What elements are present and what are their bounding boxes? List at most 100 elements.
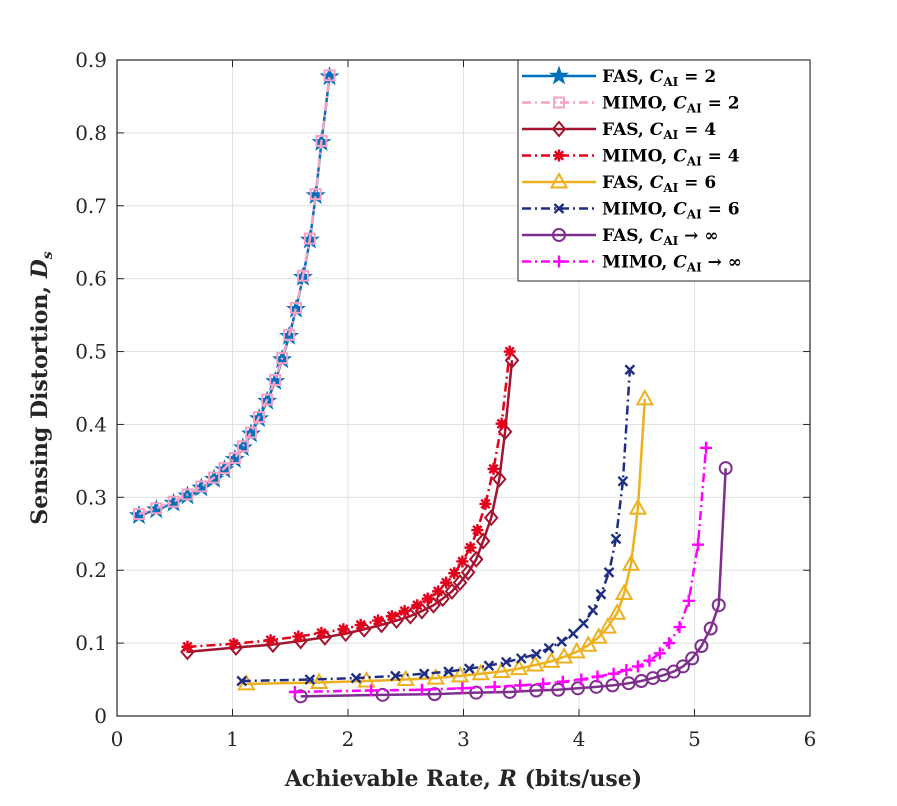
data-point [509,658,529,676]
data-point [537,677,550,690]
data-point [261,393,274,406]
legend-label-prefix: MIMO, [602,147,673,167]
data-point [603,567,615,578]
data-point [236,440,249,453]
data-point [587,604,599,616]
data-point [479,497,492,510]
series-7 [293,461,733,704]
data-point [411,599,424,612]
data-point [432,585,445,598]
series-line [138,76,331,517]
y-tick-label: 0.5 [75,340,107,364]
legend-label: FAS, CAI = 2 [602,67,716,89]
data-point [530,648,542,660]
y-tick-label: 0.9 [75,48,107,72]
data-point [390,670,401,682]
legend-label-math: C [650,173,664,193]
series-line [138,75,331,516]
data-point [631,660,644,673]
legend-marker [553,149,565,162]
data-point [236,675,248,687]
x-axis-title-math: R [498,766,517,792]
data-point [460,563,476,581]
legend-label-suffix: = 4 [702,147,740,167]
data-point [426,596,441,614]
data-point [703,621,718,636]
y-axis-title-text: Sensing Distortion, [27,278,53,524]
legend-marker [553,96,565,109]
data-point [551,682,566,697]
legend-label-math: C [650,226,664,246]
y-axis-title-math: D [27,259,53,279]
data-point [635,388,655,406]
data-point [579,635,598,652]
x-tick-label: 2 [342,727,355,751]
data-point [208,471,221,484]
data-point [443,666,454,677]
data-point [487,462,500,475]
data-point [456,555,469,568]
data-point [456,682,469,695]
legend-label-suffix: = 2 [702,94,740,114]
series-line [187,351,511,649]
data-point [591,670,604,683]
data-point [621,676,636,691]
data-point [643,654,656,667]
legend-label-sub: AI [686,208,702,222]
data-point [398,605,411,618]
legend-label-suffix: = 2 [678,67,716,87]
data-point [503,345,516,358]
legend-label-math: C [673,147,687,167]
data-point [464,541,477,554]
legend-label-math: C [673,94,687,114]
data-point [483,660,495,672]
series-6 [236,364,636,687]
data-point [315,626,328,639]
data-point [309,672,329,689]
data-point [595,588,607,600]
data-point [303,232,316,245]
legend-marker [549,171,569,189]
legend-label-prefix: FAS, [602,226,650,246]
legend-label-prefix: FAS, [602,173,650,193]
data-point [181,640,194,653]
data-point [337,623,350,636]
data-point [607,667,620,680]
legend-label: MIMO, CAI → ∞ [602,253,742,275]
data-point [711,598,726,613]
series-line [300,468,727,698]
data-point [421,592,434,605]
data-point [264,634,277,647]
legend-label-suffix: → ∞ [702,253,742,273]
y-axis-title-sub: s [40,251,56,259]
legend-marker [553,203,565,214]
y-tick-label: 0.6 [75,267,107,291]
legend-label-suffix: = 6 [702,200,740,220]
data-point [469,685,484,700]
data-point [694,639,709,654]
data-point [491,470,507,488]
data-point [418,668,430,680]
legend-label-sub: AI [662,181,678,195]
data-point [452,574,468,592]
legend-label: MIMO, CAI = 6 [602,200,740,222]
legend-label-suffix: = 4 [678,120,716,140]
x-tick-label: 5 [688,727,701,751]
data-point [578,618,589,629]
legend-entry: MIMO, CAI = 6 [522,200,740,222]
data-point [607,603,627,620]
data-point [543,642,555,654]
legend-label-sub: AI [662,234,678,248]
legend-label-prefix: MIMO, [602,94,673,114]
data-point [525,654,545,672]
data-point [500,656,512,668]
series-5 [237,388,655,691]
y-tick-label: 0.8 [75,121,107,145]
data-point [283,328,296,341]
y-tick-label: 0 [94,704,107,728]
data-point [269,373,282,386]
legend-label-suffix: → ∞ [678,226,718,246]
data-point [365,684,378,697]
data-point [450,665,470,683]
legend-label-math: C [673,253,687,273]
